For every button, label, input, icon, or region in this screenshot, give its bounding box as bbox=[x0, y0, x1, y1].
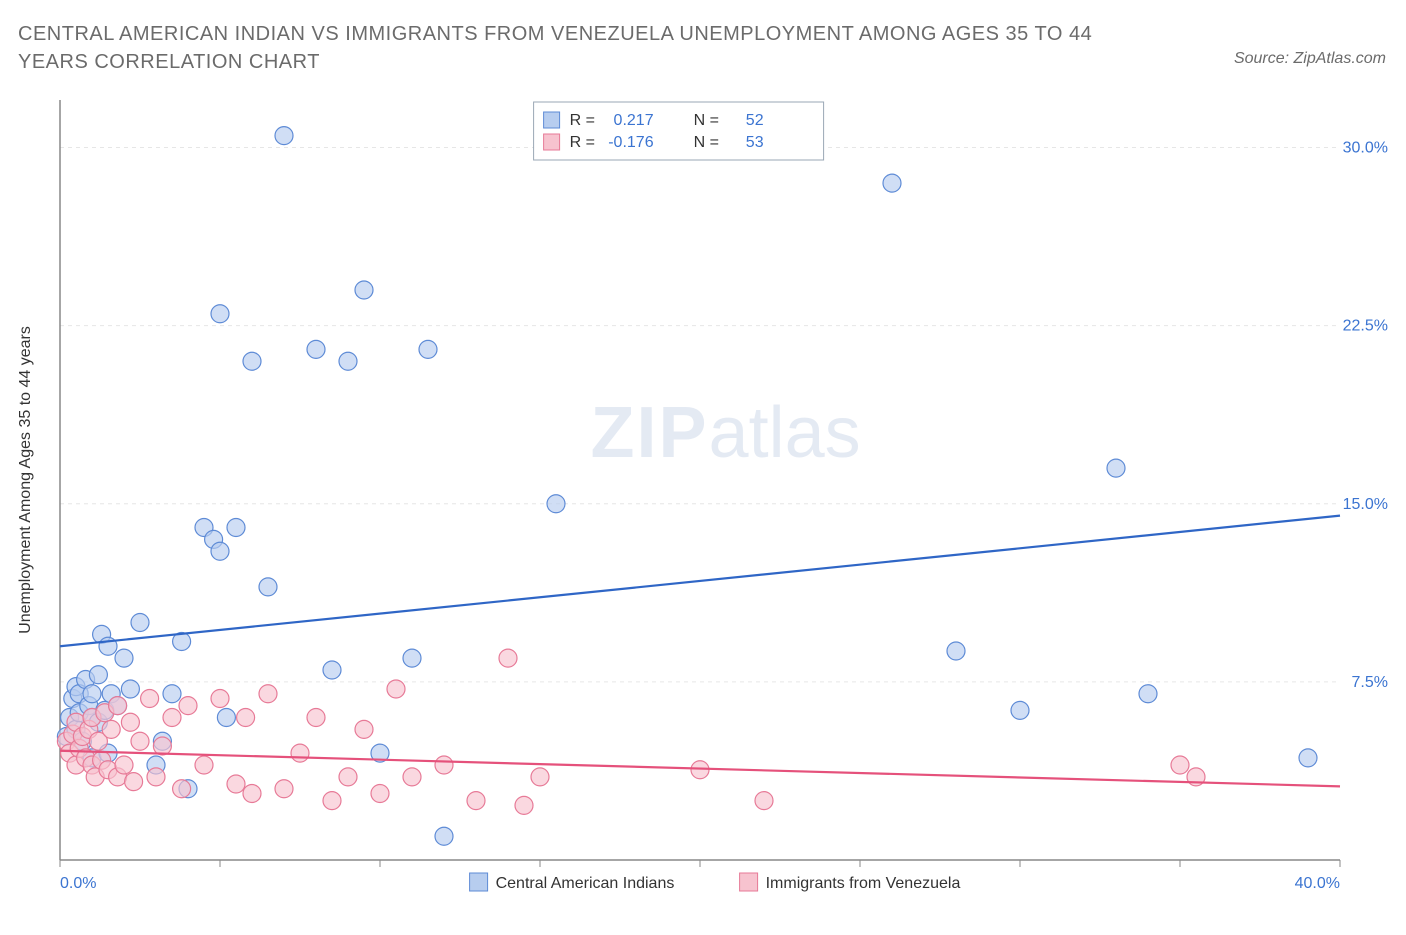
svg-text:-0.176: -0.176 bbox=[608, 134, 653, 151]
svg-text:Central American Indians: Central American Indians bbox=[496, 875, 675, 892]
svg-text:52: 52 bbox=[746, 112, 764, 129]
svg-text:Unemployment Among Ages 35 to: Unemployment Among Ages 35 to 44 years bbox=[17, 326, 34, 634]
svg-text:ZIPatlas: ZIPatlas bbox=[591, 393, 861, 473]
svg-text:R =: R = bbox=[570, 112, 595, 129]
svg-text:40.0%: 40.0% bbox=[1295, 875, 1340, 892]
scatter-chart: 7.5% 15.0% 22.5% 30.0% Unemployment Among Ag… bbox=[0, 80, 1406, 930]
chart-title: CENTRAL AMERICAN INDIAN VS IMMIGRANTS FR… bbox=[18, 20, 1118, 76]
svg-text:22.5%: 22.5% bbox=[1343, 318, 1388, 335]
svg-text:30.0%: 30.0% bbox=[1343, 140, 1388, 157]
svg-text:Immigrants from Venezuela: Immigrants from Venezuela bbox=[766, 875, 961, 892]
svg-text:53: 53 bbox=[746, 134, 764, 151]
svg-text:7.5%: 7.5% bbox=[1352, 674, 1388, 691]
svg-text:N =: N = bbox=[694, 112, 719, 129]
svg-text:N =: N = bbox=[694, 134, 719, 151]
svg-text:0.217: 0.217 bbox=[614, 112, 654, 129]
svg-text:R =: R = bbox=[570, 134, 595, 151]
svg-text:0.0%: 0.0% bbox=[60, 875, 96, 892]
source-label: Source: ZipAtlas.com bbox=[1234, 50, 1386, 68]
svg-text:15.0%: 15.0% bbox=[1343, 496, 1388, 513]
